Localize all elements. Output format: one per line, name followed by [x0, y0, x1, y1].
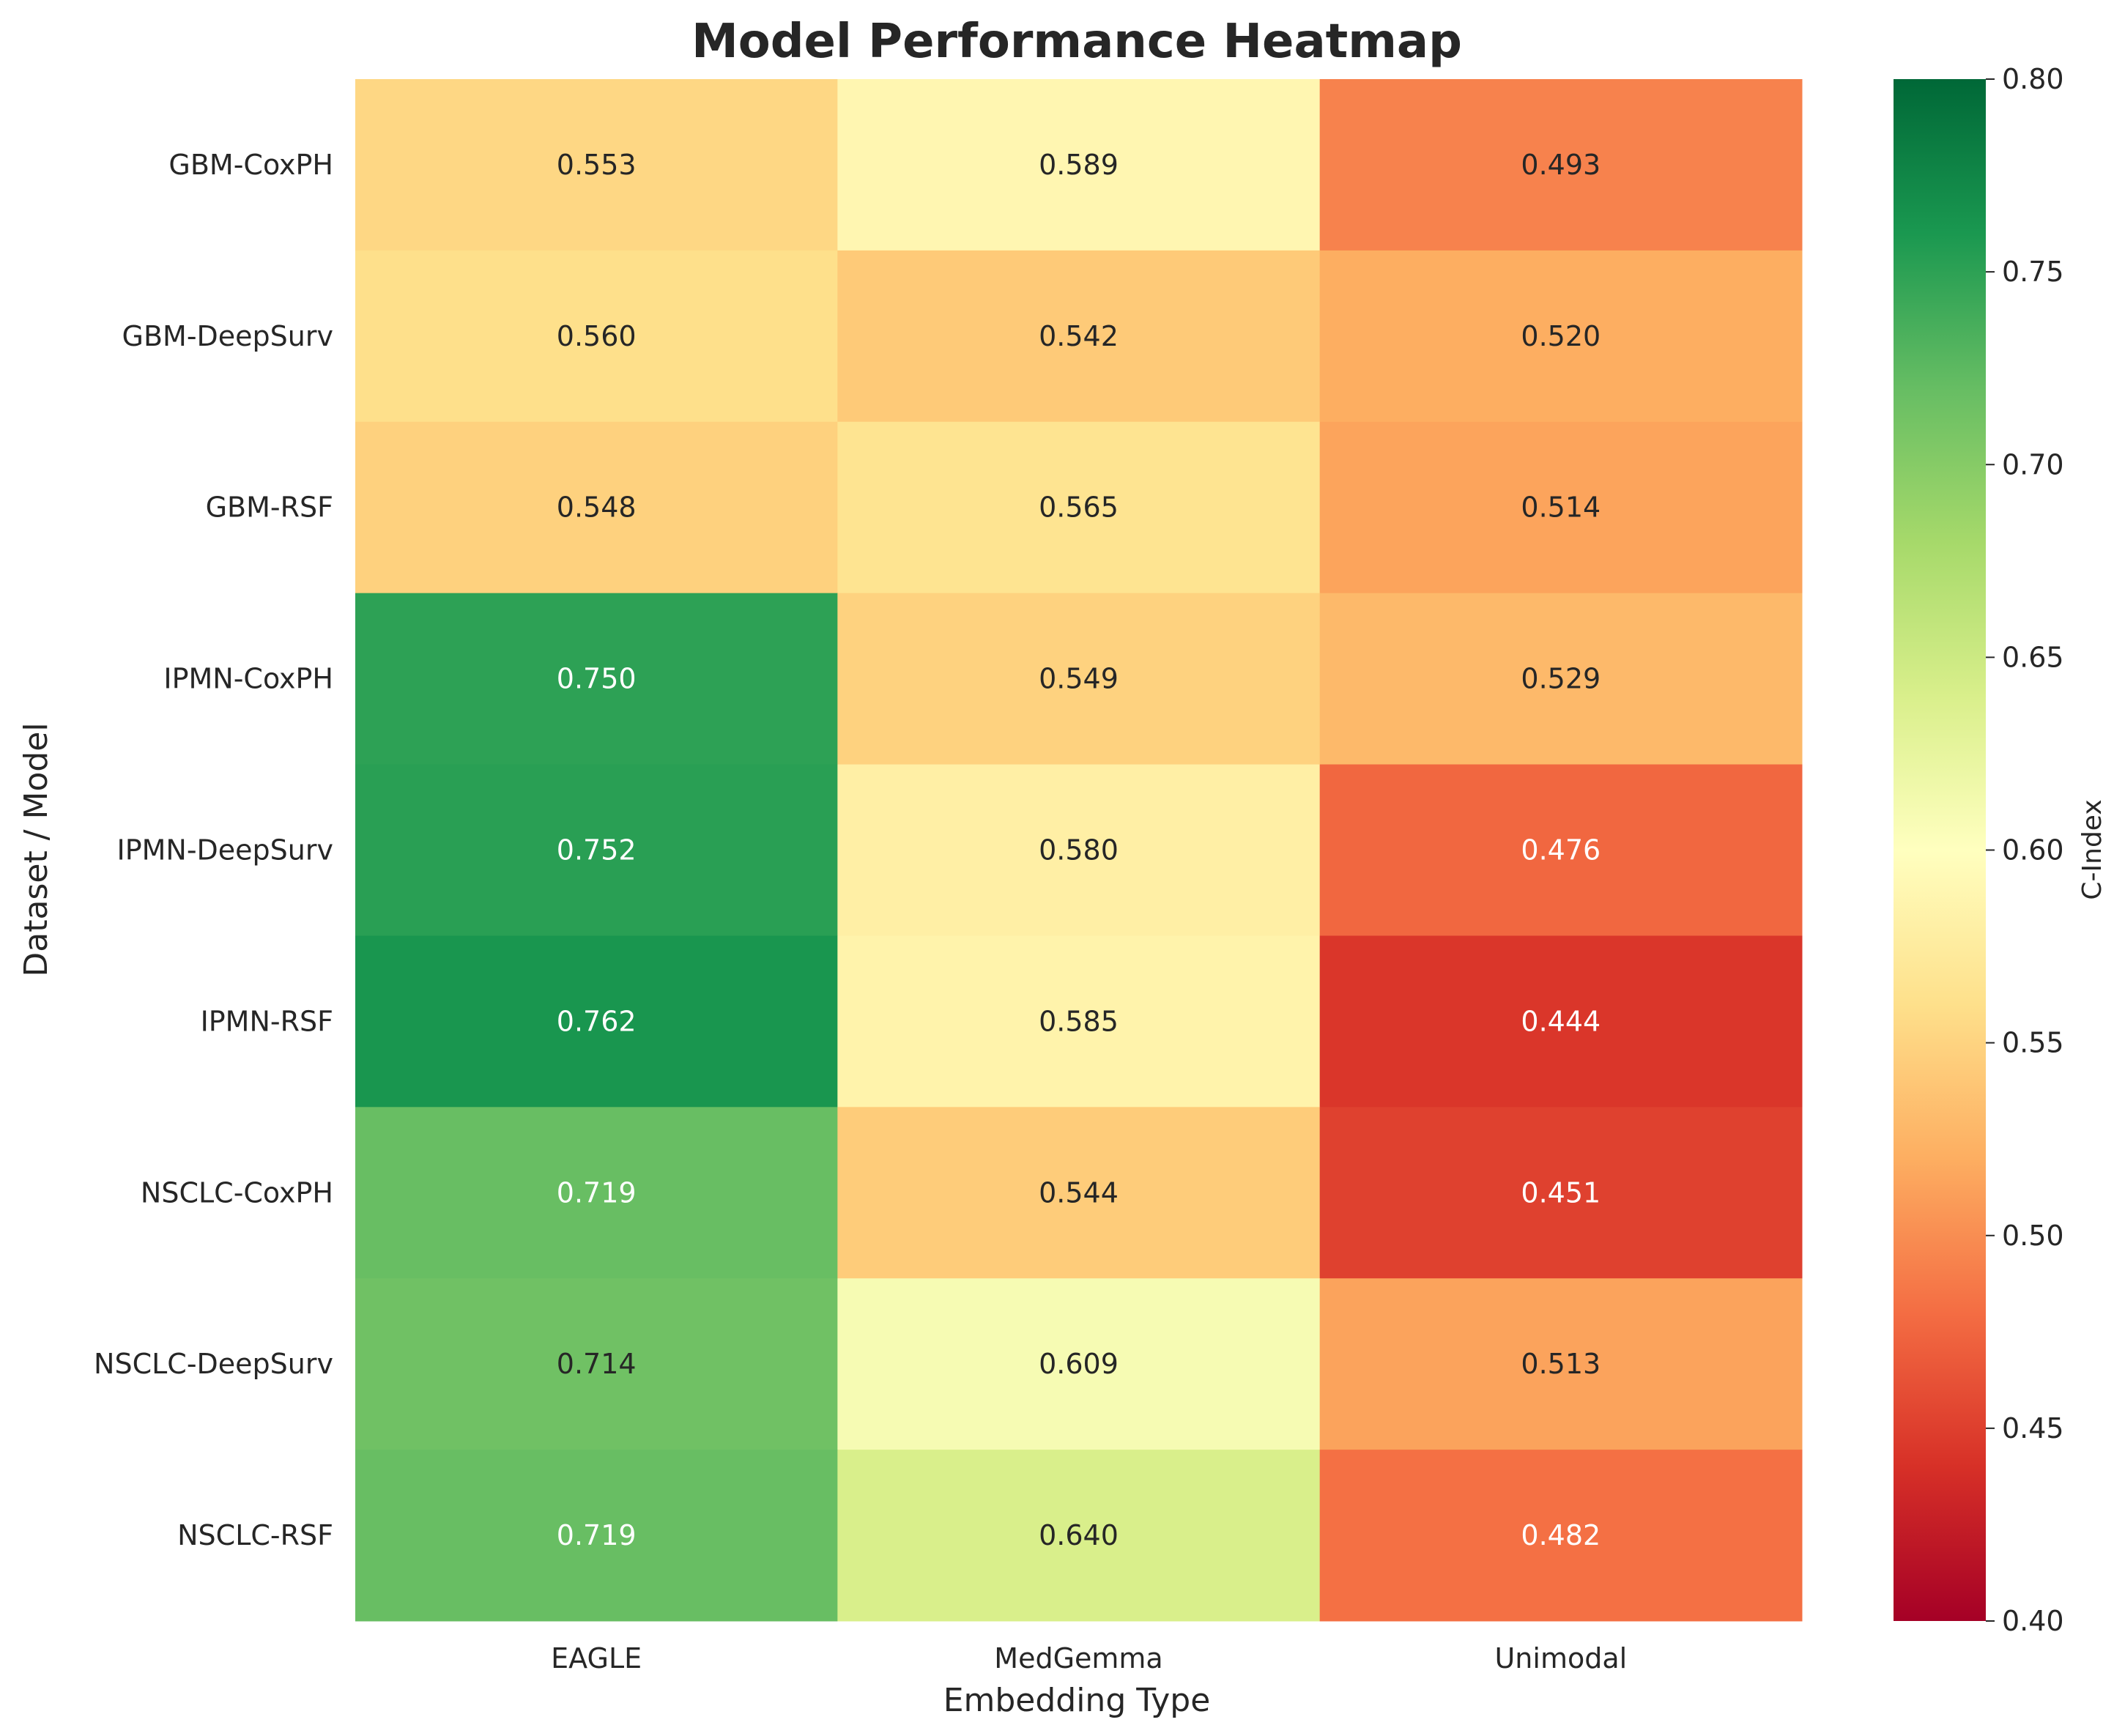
- heatmap-cell: [837, 79, 1321, 251]
- y-tick-label: IPMN-DeepSurv: [116, 834, 333, 867]
- cell-value-label: 0.589: [1039, 149, 1119, 181]
- y-tick-label: GBM-CoxPH: [168, 149, 333, 181]
- heatmap-cell: [837, 1278, 1321, 1450]
- cell-value-label: 0.560: [557, 320, 637, 352]
- cell-value-label: 0.549: [1039, 663, 1119, 695]
- heatmap-cell-labels: 0.553 0.589 0.493 0.560 0.542 0.520 0.548 0.565…: [557, 149, 1601, 1551]
- heatmap-cells: [355, 79, 1803, 1622]
- heatmap-cell: [1319, 421, 1803, 594]
- colorbar-tick-label: 0.45: [2002, 1412, 2064, 1444]
- heatmap-cell: [1319, 593, 1803, 765]
- heatmap-cell: [1319, 1450, 1803, 1622]
- cell-value-label: 0.476: [1521, 834, 1601, 867]
- cell-value-label: 0.513: [1521, 1348, 1601, 1380]
- y-tick-label: NSCLC-RSF: [177, 1519, 333, 1551]
- y-tick-label: IPMN-CoxPH: [163, 663, 333, 695]
- cell-value-label: 0.714: [557, 1348, 637, 1380]
- heatmap-cell: [837, 935, 1321, 1108]
- x-tick-label: Unimodal: [1494, 1642, 1627, 1674]
- colorbar-tick-label: 0.50: [2002, 1220, 2064, 1252]
- heatmap-cell: [1319, 1107, 1803, 1279]
- heatmap-cell: [355, 421, 838, 594]
- cell-value-label: 0.548: [557, 492, 637, 524]
- heatmap-cell: [355, 1107, 838, 1279]
- heatmap-cell: [355, 764, 838, 936]
- y-tick-label: NSCLC-DeepSurv: [94, 1348, 333, 1380]
- cell-value-label: 0.482: [1521, 1519, 1601, 1551]
- cell-value-label: 0.544: [1039, 1176, 1119, 1209]
- cell-value-label: 0.565: [1039, 492, 1119, 524]
- heatmap-cell: [355, 593, 838, 765]
- x-tick-label: MedGemma: [994, 1642, 1162, 1674]
- colorbar-tick-label: 0.55: [2002, 1027, 2064, 1059]
- cell-value-label: 0.542: [1039, 320, 1119, 352]
- y-tick-label: NSCLC-CoxPH: [141, 1176, 333, 1209]
- heatmap-cell: [837, 1107, 1321, 1279]
- colorbar: [1894, 79, 1986, 1621]
- cell-value-label: 0.580: [1039, 834, 1119, 867]
- heatmap-cell: [837, 593, 1321, 765]
- cell-value-label: 0.719: [557, 1519, 637, 1551]
- cell-value-label: 0.640: [1039, 1519, 1119, 1551]
- colorbar-tick-label: 0.75: [2002, 256, 2064, 288]
- y-axis-label: Dataset / Model: [18, 722, 55, 976]
- heatmap-cell: [355, 79, 838, 251]
- x-tick-labels: EAGLE MedGemma Unimodal: [551, 1642, 1627, 1674]
- cell-value-label: 0.520: [1521, 320, 1601, 352]
- cell-value-label: 0.719: [557, 1176, 637, 1209]
- cell-value-label: 0.553: [557, 149, 637, 181]
- cell-value-label: 0.451: [1521, 1176, 1601, 1209]
- x-axis-label: Embedding Type: [943, 1682, 1211, 1719]
- y-tick-label: IPMN-RSF: [201, 1005, 333, 1037]
- heatmap-cell: [355, 935, 838, 1108]
- heatmap-cell: [837, 421, 1321, 594]
- heatmap-cell: [837, 250, 1321, 423]
- heatmap-cell: [1319, 764, 1803, 936]
- cell-value-label: 0.585: [1039, 1005, 1119, 1037]
- colorbar-tick-label: 0.40: [2002, 1605, 2064, 1637]
- cell-value-label: 0.752: [557, 834, 637, 867]
- heatmap-cell: [355, 1450, 838, 1622]
- heatmap-cell: [1319, 250, 1803, 423]
- heatmap-cell: [1319, 935, 1803, 1108]
- heatmap-cell: [355, 250, 838, 423]
- heatmap-cell: [1319, 79, 1803, 251]
- heatmap-cell: [837, 764, 1321, 936]
- x-tick-label: EAGLE: [551, 1642, 642, 1674]
- y-tick-label: GBM-RSF: [206, 492, 333, 524]
- colorbar-tick-label: 0.70: [2002, 448, 2064, 481]
- heatmap-cell: [1319, 1278, 1803, 1450]
- y-tick-label: GBM-DeepSurv: [122, 320, 333, 352]
- cell-value-label: 0.444: [1521, 1005, 1601, 1037]
- cell-value-label: 0.529: [1521, 663, 1601, 695]
- cell-value-label: 0.762: [557, 1005, 637, 1037]
- colorbar-tick-label: 0.80: [2002, 63, 2064, 95]
- cell-value-label: 0.750: [557, 663, 637, 695]
- colorbar-tick-label: 0.60: [2002, 834, 2064, 867]
- y-tick-labels: GBM-CoxPH GBM-DeepSurv GBM-RSF IPMN-CoxPH IP…: [94, 149, 333, 1551]
- cell-value-label: 0.493: [1521, 149, 1601, 181]
- colorbar-ticks: 0.40 0.45 0.50 0.55 0.60 0.65 0.70 0.75 0.80: [1986, 63, 2064, 1637]
- cell-value-label: 0.514: [1521, 492, 1601, 524]
- chart-title: Model Performance Heatmap: [691, 15, 1462, 69]
- cell-value-label: 0.609: [1039, 1348, 1119, 1380]
- heatmap-cell: [837, 1450, 1321, 1622]
- heatmap-cell: [355, 1278, 838, 1450]
- colorbar-label: C-Index: [2077, 799, 2107, 899]
- colorbar-tick-label: 0.65: [2002, 641, 2064, 673]
